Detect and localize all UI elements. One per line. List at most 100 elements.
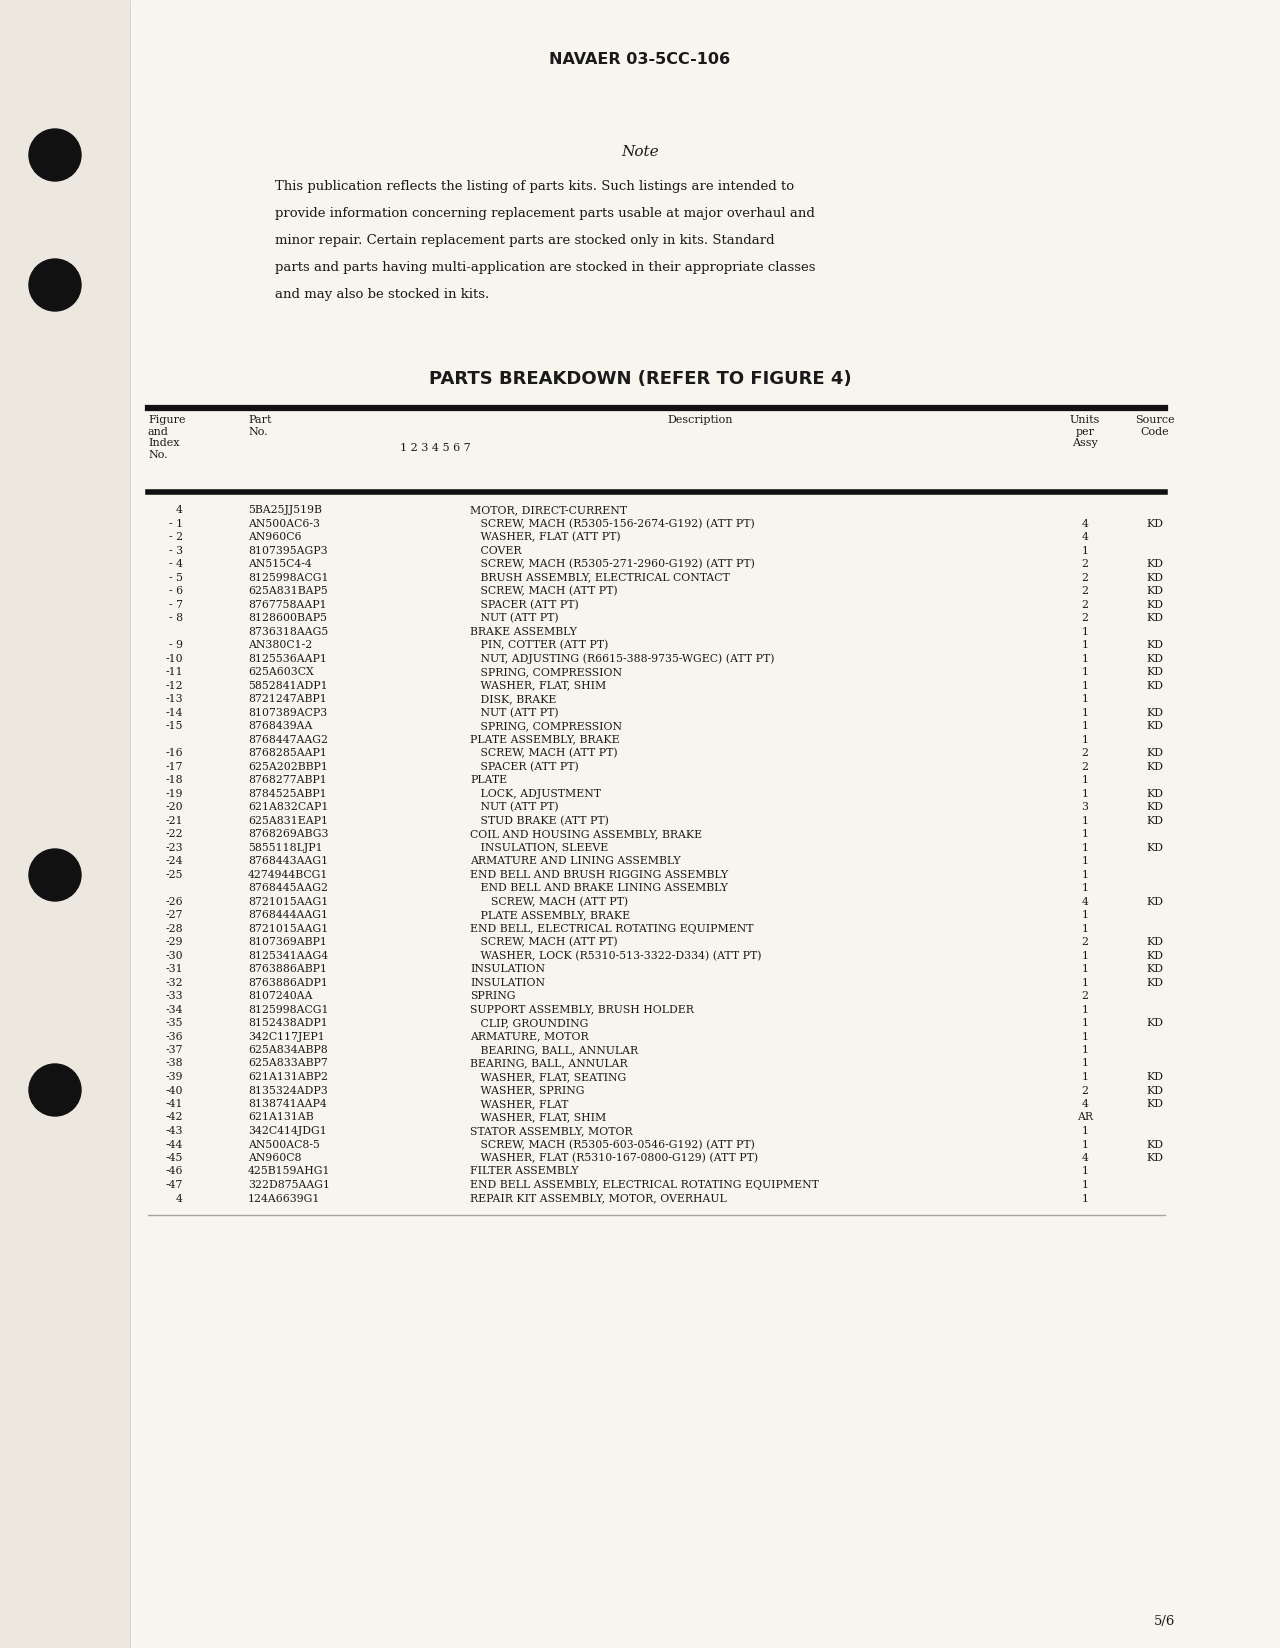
Text: Units
per
Assy: Units per Assy: [1070, 415, 1101, 448]
Text: Description: Description: [667, 415, 732, 425]
Text: Part
No.: Part No.: [248, 415, 271, 437]
Text: 2: 2: [1082, 600, 1088, 610]
Text: KD: KD: [1147, 788, 1164, 799]
Text: -46: -46: [165, 1167, 183, 1177]
Text: 1: 1: [1082, 694, 1088, 704]
Text: -38: -38: [165, 1058, 183, 1068]
Text: KD: KD: [1147, 1139, 1164, 1150]
Text: - 1: - 1: [169, 519, 183, 529]
Text: 8768443AAG1: 8768443AAG1: [248, 855, 328, 865]
Text: WASHER, FLAT (R5310-167-0800-G129) (ATT PT): WASHER, FLAT (R5310-167-0800-G129) (ATT …: [470, 1154, 758, 1163]
Text: MOTOR, DIRECT-CURRENT: MOTOR, DIRECT-CURRENT: [470, 504, 627, 516]
Text: 4274944BCG1: 4274944BCG1: [248, 870, 329, 880]
Text: 8721247ABP1: 8721247ABP1: [248, 694, 326, 704]
Text: 4: 4: [1082, 1154, 1088, 1163]
Text: 1: 1: [1082, 681, 1088, 691]
Text: 1: 1: [1082, 667, 1088, 677]
Text: 8135324ADP3: 8135324ADP3: [248, 1086, 328, 1096]
Text: provide information concerning replacement parts usable at major overhaul and: provide information concerning replaceme…: [275, 208, 815, 219]
Text: -29: -29: [165, 938, 183, 948]
Text: 2: 2: [1082, 938, 1088, 948]
Text: KD: KD: [1147, 1099, 1164, 1109]
Text: 4: 4: [1082, 519, 1088, 529]
Text: 342C117JEP1: 342C117JEP1: [248, 1032, 325, 1042]
Circle shape: [29, 849, 81, 901]
Text: 4: 4: [177, 504, 183, 516]
Text: 621A131AB: 621A131AB: [248, 1112, 314, 1122]
Text: 5BA25JJ519B: 5BA25JJ519B: [248, 504, 321, 516]
Text: 8768277ABP1: 8768277ABP1: [248, 775, 326, 784]
Text: 1: 1: [1082, 1071, 1088, 1083]
Text: -25: -25: [165, 870, 183, 880]
Text: STATOR ASSEMBLY, MOTOR: STATOR ASSEMBLY, MOTOR: [470, 1126, 632, 1135]
Text: 8763886ADP1: 8763886ADP1: [248, 977, 328, 987]
Text: -22: -22: [165, 829, 183, 839]
Text: NUT (ATT PT): NUT (ATT PT): [470, 803, 558, 812]
Text: -28: -28: [165, 923, 183, 933]
Text: WASHER, SPRING: WASHER, SPRING: [470, 1086, 585, 1096]
Text: 2: 2: [1082, 761, 1088, 771]
Circle shape: [29, 1065, 81, 1116]
Text: END BELL, ELECTRICAL ROTATING EQUIPMENT: END BELL, ELECTRICAL ROTATING EQUIPMENT: [470, 923, 754, 933]
Text: 1: 1: [1082, 722, 1088, 732]
Text: 8767758AAP1: 8767758AAP1: [248, 600, 326, 610]
Text: KD: KD: [1147, 803, 1164, 812]
Text: 1: 1: [1082, 626, 1088, 636]
Text: KD: KD: [1147, 667, 1164, 677]
Text: 1: 1: [1082, 1018, 1088, 1028]
Text: -17: -17: [165, 761, 183, 771]
Text: - 9: - 9: [169, 639, 183, 649]
Text: 124A6639G1: 124A6639G1: [248, 1193, 320, 1203]
Text: END BELL ASSEMBLY, ELECTRICAL ROTATING EQUIPMENT: END BELL ASSEMBLY, ELECTRICAL ROTATING E…: [470, 1180, 819, 1190]
Text: 322D875AAG1: 322D875AAG1: [248, 1180, 330, 1190]
Text: PLATE ASSEMBLY, BRAKE: PLATE ASSEMBLY, BRAKE: [470, 735, 620, 745]
Text: NUT (ATT PT): NUT (ATT PT): [470, 613, 558, 623]
Text: -35: -35: [165, 1018, 183, 1028]
Text: BEARING, BALL, ANNULAR: BEARING, BALL, ANNULAR: [470, 1058, 627, 1068]
Text: 1: 1: [1082, 707, 1088, 717]
Text: 625A202BBP1: 625A202BBP1: [248, 761, 328, 771]
Text: KD: KD: [1147, 722, 1164, 732]
Text: 1: 1: [1082, 735, 1088, 745]
Text: 2: 2: [1082, 1086, 1088, 1096]
Text: 4: 4: [1082, 532, 1088, 542]
Text: -16: -16: [165, 748, 183, 758]
Text: 1: 1: [1082, 639, 1088, 649]
Text: - 7: - 7: [169, 600, 183, 610]
Text: 625A603CX: 625A603CX: [248, 667, 314, 677]
Text: 2: 2: [1082, 572, 1088, 582]
Text: 8784525ABP1: 8784525ABP1: [248, 788, 326, 799]
Text: 621A832CAP1: 621A832CAP1: [248, 803, 329, 812]
Text: 8768444AAG1: 8768444AAG1: [248, 910, 328, 920]
Text: 8768269ABG3: 8768269ABG3: [248, 829, 329, 839]
Text: KD: KD: [1147, 977, 1164, 987]
Text: 1: 1: [1082, 829, 1088, 839]
Text: REPAIR KIT ASSEMBLY, MOTOR, OVERHAUL: REPAIR KIT ASSEMBLY, MOTOR, OVERHAUL: [470, 1193, 727, 1203]
Text: -37: -37: [165, 1045, 183, 1055]
Text: - 8: - 8: [169, 613, 183, 623]
Text: SPRING, COMPRESSION: SPRING, COMPRESSION: [470, 667, 622, 677]
Text: 4: 4: [177, 1193, 183, 1203]
Text: 1: 1: [1082, 1126, 1088, 1135]
Text: KD: KD: [1147, 654, 1164, 664]
Text: SPACER (ATT PT): SPACER (ATT PT): [470, 600, 579, 610]
Text: FILTER ASSEMBLY: FILTER ASSEMBLY: [470, 1167, 579, 1177]
Text: - 4: - 4: [169, 559, 183, 569]
Text: ARMATURE, MOTOR: ARMATURE, MOTOR: [470, 1032, 589, 1042]
Text: - 3: - 3: [169, 545, 183, 555]
Text: PIN, COTTER (ATT PT): PIN, COTTER (ATT PT): [470, 639, 608, 651]
Text: KD: KD: [1147, 613, 1164, 623]
Text: PARTS BREAKDOWN (REFER TO FIGURE 4): PARTS BREAKDOWN (REFER TO FIGURE 4): [429, 371, 851, 387]
Text: SPRING: SPRING: [470, 990, 516, 1000]
Text: 8128600BAP5: 8128600BAP5: [248, 613, 326, 623]
Text: SCREW, MACH (R5305-156-2674-G192) (ATT PT): SCREW, MACH (R5305-156-2674-G192) (ATT P…: [470, 519, 755, 529]
Text: SPACER (ATT PT): SPACER (ATT PT): [470, 761, 579, 771]
Text: AN960C8: AN960C8: [248, 1154, 302, 1163]
Text: parts and parts having multi-application are stocked in their appropriate classe: parts and parts having multi-application…: [275, 260, 815, 274]
Text: -23: -23: [165, 842, 183, 852]
Text: KD: KD: [1147, 938, 1164, 948]
Text: 8152438ADP1: 8152438ADP1: [248, 1018, 328, 1028]
Text: 1: 1: [1082, 842, 1088, 852]
Text: 8107395AGP3: 8107395AGP3: [248, 545, 328, 555]
Text: CLIP, GROUNDING: CLIP, GROUNDING: [470, 1018, 589, 1028]
